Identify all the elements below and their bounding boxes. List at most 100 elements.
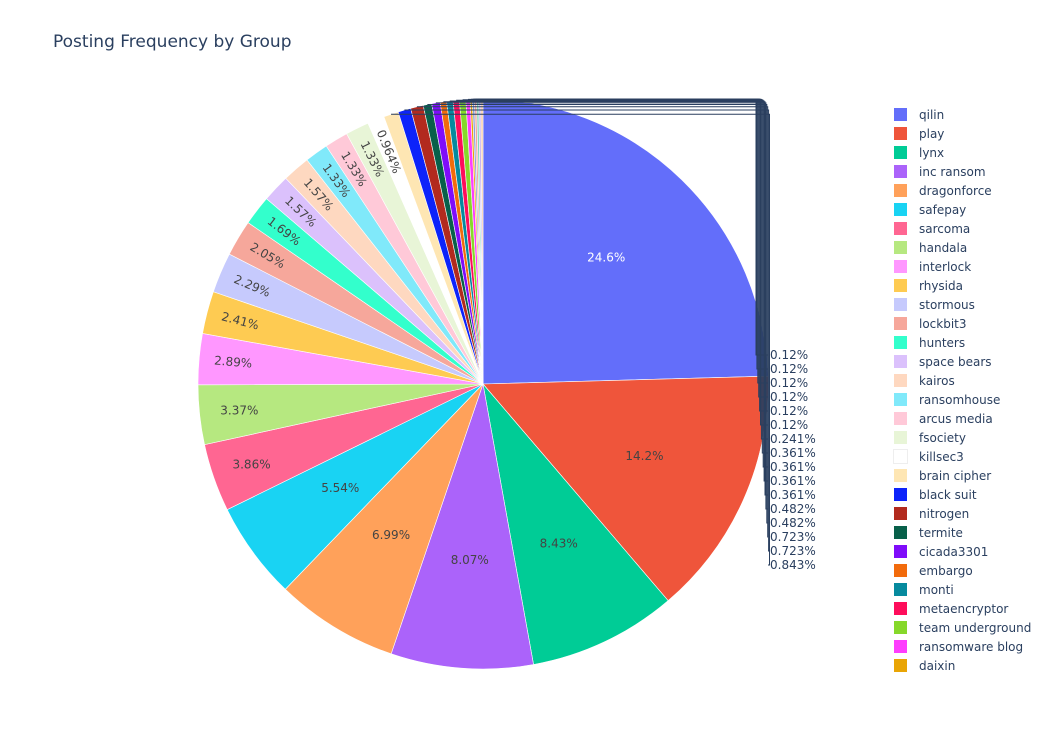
legend-swatch <box>894 526 907 539</box>
slice-label: 8.07% <box>451 553 489 567</box>
legend-label: ransomhouse <box>919 392 1001 407</box>
slice-label-outside: 0.12% <box>770 376 808 390</box>
slice-label-outside: 0.361% <box>770 446 816 460</box>
slice-label-outside: 0.843% <box>770 558 816 572</box>
legend-label: interlock <box>919 259 972 274</box>
slice-label-outside: 0.482% <box>770 502 816 516</box>
chart-title: Posting Frequency by Group <box>53 32 292 52</box>
legend-swatch <box>894 469 907 482</box>
legend-swatch <box>894 659 907 672</box>
legend-item-kairos[interactable]: kairos <box>888 371 1048 390</box>
slice-label-outside: 0.361% <box>770 460 816 474</box>
legend-item-rhysida[interactable]: rhysida <box>888 276 1048 295</box>
slice-label: 3.37% <box>220 404 258 418</box>
slice-label-outside: 0.723% <box>770 544 816 558</box>
legend-swatch <box>894 241 907 254</box>
legend-swatch <box>894 127 907 140</box>
legend-item-ransomhouse[interactable]: ransomhouse <box>888 390 1048 409</box>
legend-item-team-underground[interactable]: team underground <box>888 618 1048 637</box>
legend: qilin play lynx inc ransom dragonforce safepa… <box>888 105 1048 675</box>
legend-label: metaencryptor <box>919 601 1009 616</box>
legend-swatch <box>894 146 907 159</box>
legend-label: embargo <box>919 563 973 578</box>
slice-label: 6.99% <box>372 528 410 542</box>
legend-item-qilin[interactable]: qilin <box>888 105 1048 124</box>
pie-slice-inc-ransom[interactable] <box>390 382 534 670</box>
legend-item-sarcoma[interactable]: sarcoma <box>888 219 1048 238</box>
slice-label: 3.86% <box>232 458 270 472</box>
legend-item-inc-ransom[interactable]: inc ransom <box>888 162 1048 181</box>
legend-item-monti[interactable]: monti <box>888 580 1048 599</box>
legend-swatch <box>894 279 907 292</box>
legend-item-nitrogen[interactable]: nitrogen <box>888 504 1048 523</box>
label-leader-line <box>391 113 770 566</box>
legend-label: black suit <box>919 487 977 502</box>
legend-item-termite[interactable]: termite <box>888 523 1048 542</box>
legend-label: handala <box>919 240 968 255</box>
legend-item-safepay[interactable]: safepay <box>888 200 1048 219</box>
legend-item-ransomware-blog[interactable]: ransomware blog <box>888 637 1048 656</box>
slice-label-outside: 0.361% <box>770 488 816 502</box>
legend-item-cicada3301[interactable]: cicada3301 <box>888 542 1048 561</box>
legend-label: arcus media <box>919 411 993 426</box>
legend-item-lockbit3[interactable]: lockbit3 <box>888 314 1048 333</box>
slice-label-outside: 0.241% <box>770 432 816 446</box>
legend-item-handala[interactable]: handala <box>888 238 1048 257</box>
legend-label: ransomware blog <box>919 639 1024 654</box>
legend-item-fsociety[interactable]: fsociety <box>888 428 1048 447</box>
legend-label: termite <box>919 525 963 540</box>
legend-item-brain-cipher[interactable]: brain cipher <box>888 466 1048 485</box>
slice-label-outside: 0.12% <box>770 390 808 404</box>
legend-item-killsec3[interactable]: killsec3 <box>888 447 1048 466</box>
slice-label: 8.43% <box>540 537 578 551</box>
legend-item-space-bears[interactable]: space bears <box>888 352 1048 371</box>
legend-swatch <box>894 412 907 425</box>
legend-item-arcus-media[interactable]: arcus media <box>888 409 1048 428</box>
legend-swatch <box>894 564 907 577</box>
legend-item-metaencryptor[interactable]: metaencryptor <box>888 599 1048 618</box>
legend-swatch <box>894 488 907 501</box>
legend-label: killsec3 <box>919 449 964 464</box>
legend-item-interlock[interactable]: interlock <box>888 257 1048 276</box>
legend-label: monti <box>919 582 954 597</box>
legend-item-black-suit[interactable]: black suit <box>888 485 1048 504</box>
slice-label-outside: 0.12% <box>770 348 808 362</box>
legend-item-lynx[interactable]: lynx <box>888 143 1048 162</box>
legend-swatch <box>894 336 907 349</box>
pie-slice-lynx[interactable] <box>482 382 669 665</box>
slice-label: 14.2% <box>625 449 663 463</box>
legend-swatch <box>894 355 907 368</box>
legend-swatch <box>894 374 907 387</box>
legend-label: daixin <box>919 658 956 673</box>
legend-item-play[interactable]: play <box>888 124 1048 143</box>
legend-item-dragonforce[interactable]: dragonforce <box>888 181 1048 200</box>
slice-label-outside: 0.12% <box>770 404 808 418</box>
pie-slice-qilin[interactable] <box>482 98 769 385</box>
legend-label: inc ransom <box>919 164 986 179</box>
legend-swatch <box>894 165 907 178</box>
legend-swatch <box>894 393 907 406</box>
legend-item-daixin[interactable]: daixin <box>888 656 1048 675</box>
slice-label-outside: 0.12% <box>770 362 808 376</box>
legend-label: hunters <box>919 335 966 350</box>
slice-label-outside: 0.12% <box>770 418 808 432</box>
legend-swatch <box>894 621 907 634</box>
legend-item-embargo[interactable]: embargo <box>888 561 1048 580</box>
legend-label: kairos <box>919 373 955 388</box>
legend-label: space bears <box>919 354 992 369</box>
legend-label: fsociety <box>919 430 966 445</box>
legend-swatch <box>894 222 907 235</box>
legend-swatch <box>894 298 907 311</box>
legend-swatch <box>894 260 907 273</box>
legend-swatch <box>894 108 907 121</box>
slice-label-outside: 0.361% <box>770 474 816 488</box>
legend-item-hunters[interactable]: hunters <box>888 333 1048 352</box>
slice-label: 24.6% <box>587 250 625 264</box>
legend-swatch <box>894 640 907 653</box>
legend-item-stormous[interactable]: stormous <box>888 295 1048 314</box>
legend-label: nitrogen <box>919 506 970 521</box>
legend-label: play <box>919 126 945 141</box>
legend-label: rhysida <box>919 278 963 293</box>
pie-slice-dragonforce[interactable] <box>284 383 484 655</box>
legend-swatch <box>894 431 907 444</box>
